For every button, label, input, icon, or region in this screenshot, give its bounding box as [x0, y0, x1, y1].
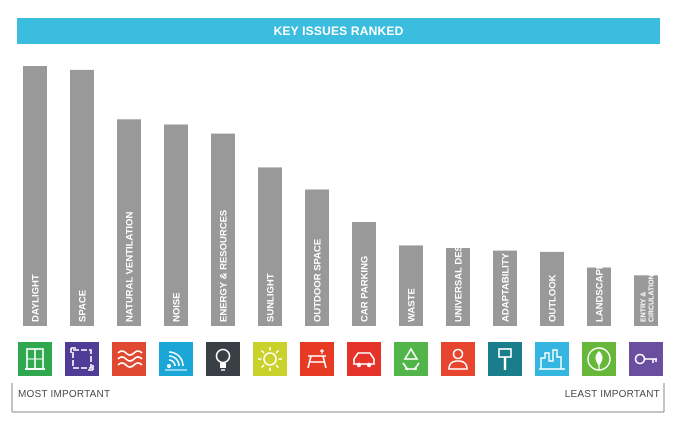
key-icon	[629, 342, 663, 376]
bar-space	[70, 69, 94, 327]
icons-layer	[18, 342, 663, 376]
bar-label-outdoor-space: OUTDOOR SPACE	[313, 239, 324, 322]
bar-waste	[399, 245, 423, 326]
lightbulb-tile	[206, 342, 240, 376]
title-banner	[17, 18, 660, 44]
bar-landscape	[587, 267, 611, 326]
paintbrush-icon	[488, 342, 522, 376]
bar-label-outlook: OUTLOOK	[548, 274, 559, 322]
sun-icon	[253, 342, 287, 376]
noise-icon	[159, 342, 193, 376]
bar-noise	[164, 124, 188, 326]
chart-title: KEY ISSUES RANKED	[273, 24, 404, 38]
window-icon	[18, 342, 52, 376]
bar-universal-design	[446, 248, 470, 326]
importance-scale	[11, 383, 665, 413]
picnic-table-tile	[300, 342, 334, 376]
bar-label-landscape: LANDSCAPE	[595, 263, 606, 322]
car-tile	[347, 342, 381, 376]
bar-label-noise: NOISE	[172, 292, 183, 322]
bar-entry-and-circulation	[634, 275, 658, 326]
bar-label-sunlight: SUNLIGHT	[266, 273, 277, 322]
bar-label-space: SPACE	[78, 290, 89, 322]
bar-outdoor-space	[305, 189, 329, 326]
bar-label-natural-ventilation: NATURAL VENTILATION	[125, 212, 136, 322]
bar-adaptability	[493, 250, 517, 326]
bar-daylight	[23, 66, 47, 326]
leaf-icon	[582, 342, 616, 376]
bar-label-adaptability: ADAPTABILITY	[501, 252, 512, 322]
bar-label-waste: WASTE	[407, 288, 418, 322]
bar-label-energy-and-resources: ENERGY & RESOURCES	[219, 210, 230, 322]
space-icon	[65, 342, 99, 376]
bar-label-car-parking: CAR PARKING	[360, 256, 371, 322]
person-icon	[441, 342, 475, 376]
least-important-label: LEAST IMPORTANT	[564, 389, 660, 400]
recycle-icon	[394, 342, 428, 376]
city-tile	[535, 342, 569, 376]
wind-icon	[112, 342, 146, 376]
bar-label-daylight: DAYLIGHT	[31, 274, 42, 322]
bar-sunlight	[258, 167, 282, 326]
bar-outlook	[540, 251, 564, 326]
city-icon	[535, 342, 569, 376]
bar-label-entry-and-circulation: ENTRY &CIRCULATION	[641, 274, 656, 322]
wind-tile	[112, 342, 146, 376]
picnic-table-icon	[300, 342, 334, 376]
car-icon	[347, 342, 381, 376]
bar-label-universal-design: UNIVERSAL DESIGN	[454, 228, 465, 322]
bar-energy-and-resources	[211, 133, 235, 326]
lightbulb-icon	[206, 342, 240, 376]
bar-natural-ventilation	[117, 119, 141, 326]
bar-car-parking	[352, 222, 376, 326]
most-important-label: MOST IMPORTANT	[18, 389, 111, 400]
bars-layer: DAYLIGHT SPACE NATURAL VENTILATION NOISE ENE…	[23, 66, 658, 327]
space-tile	[65, 342, 99, 376]
